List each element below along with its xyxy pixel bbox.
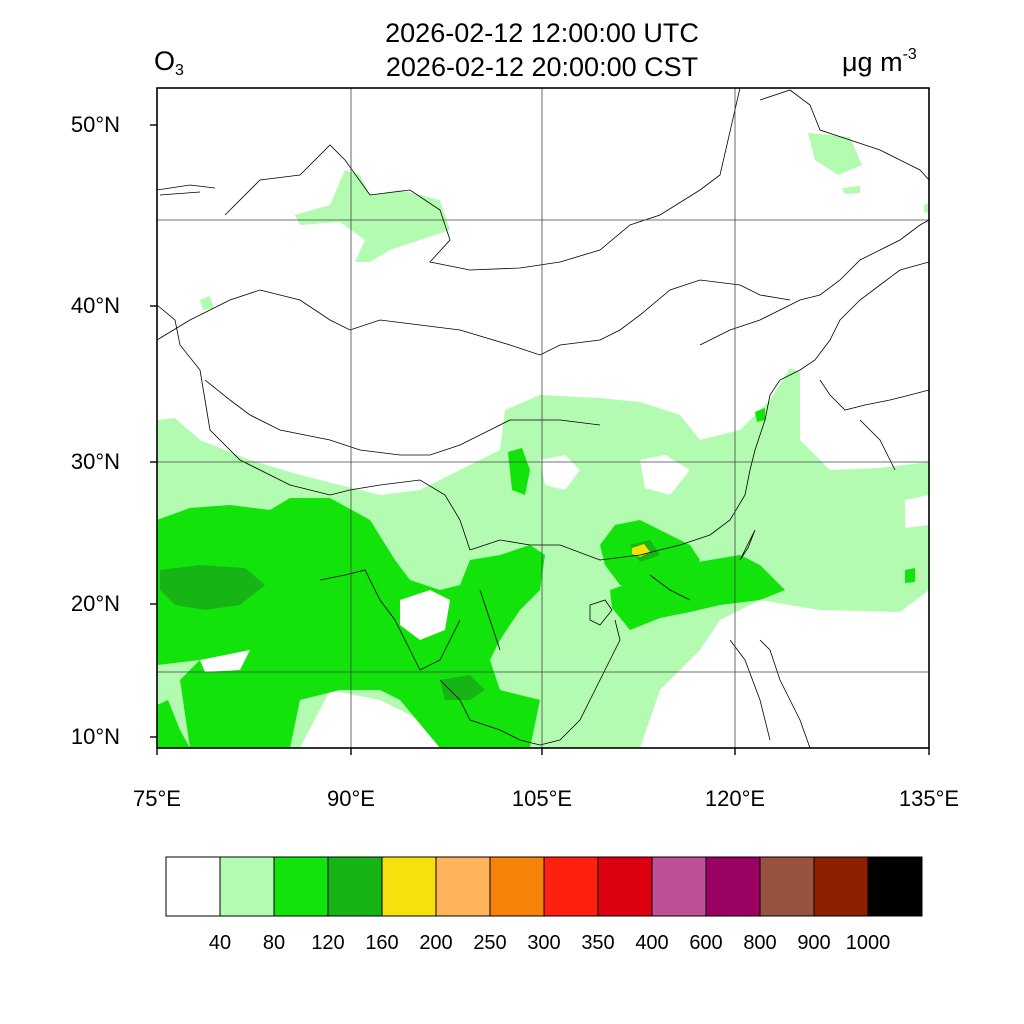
colorbar-label: 350 [581,932,615,954]
colorbar [165,856,923,917]
map-frame [156,87,930,749]
colorbar-swatch [759,856,815,917]
variable-label: O3 [154,46,184,79]
colorbar-swatch [651,856,707,917]
colorbar-swatch [273,856,329,917]
colorbar-swatch [165,856,221,917]
colorbar-label: 120 [311,932,345,954]
border-lines [157,88,929,748]
colorbar-swatch [435,856,491,917]
lon-label-75: 75°E [133,786,181,811]
colorbar-label: 160 [365,932,399,954]
ozone-below-40-areas [200,455,929,672]
colorbar-swatch [327,856,383,917]
colorbar-label: 400 [635,932,669,954]
lat-label-40: 40°N [70,293,120,318]
colorbar-swatch [597,856,653,917]
lat-label-20: 20°N [70,591,120,616]
colorbar-label: 800 [743,932,777,954]
lon-label-135: 135°E [898,786,960,811]
colorbar-swatch [705,856,761,917]
colorbar-swatch [381,856,437,917]
colorbar-swatch [489,856,545,917]
colorbar-label: 1000 [845,932,891,954]
colorbar-swatch [813,856,869,917]
colorbar-label: 80 [262,932,286,954]
lat-label-50: 50°N [70,112,120,137]
colorbar-label: 300 [527,932,561,954]
lon-label-90: 90°E [327,786,375,811]
lon-label-105: 105°E [511,786,573,811]
lat-label-30: 30°N [70,449,120,474]
colorbar-swatch [867,856,923,917]
colorbar-label: 600 [689,932,723,954]
colorbar-label: 250 [473,932,507,954]
title-cst: 2026-02-12 20:00:00 CST [385,52,699,82]
lat-label-10: 10°N [70,724,120,749]
colorbar-label: 200 [419,932,453,954]
unit-label: μg m-3 [842,46,917,77]
colorbar-swatch [543,856,599,917]
graticule [157,88,929,748]
title-utc: 2026-02-12 12:00:00 UTC [385,18,699,48]
axis-ticks [150,124,930,755]
colorbar-swatch [219,856,275,917]
colorbar-label: 40 [208,932,232,954]
colorbar-label: 900 [797,932,831,954]
lon-label-120: 120°E [704,786,766,811]
